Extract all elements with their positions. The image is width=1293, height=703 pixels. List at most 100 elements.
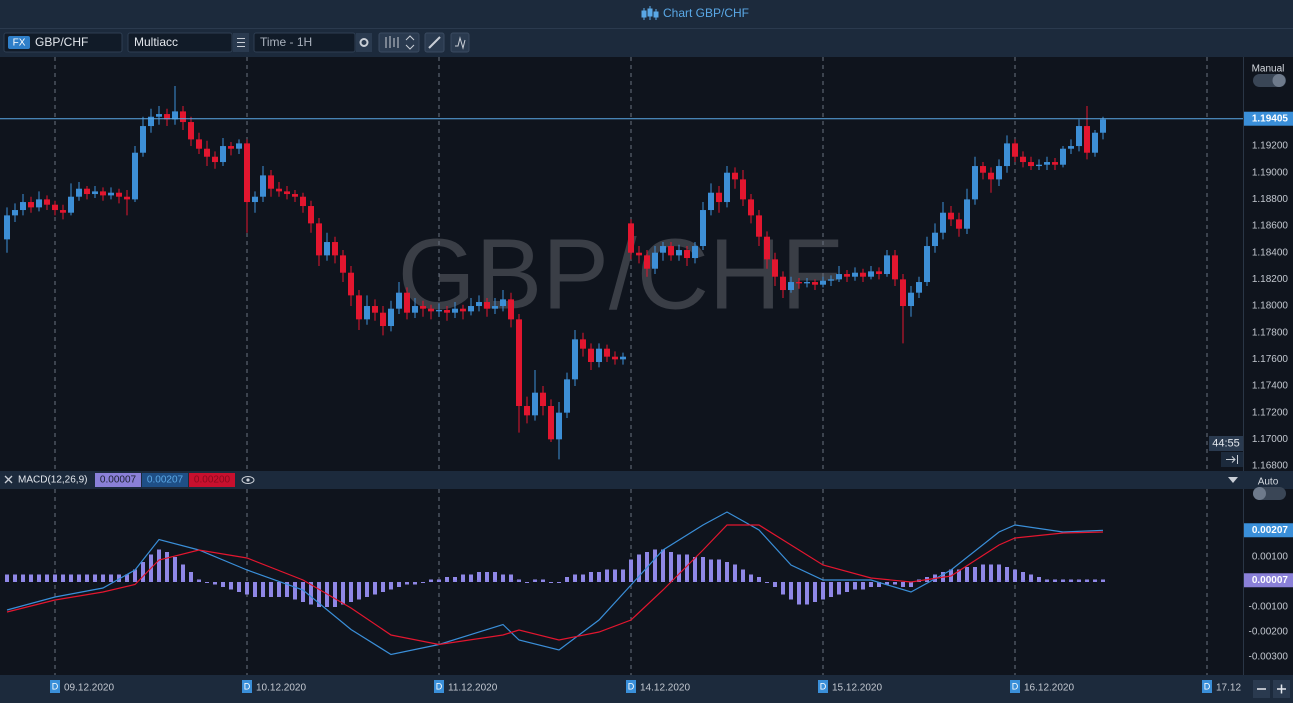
signal-chip — [189, 473, 235, 487]
candle-body — [132, 152, 138, 200]
candle-body — [860, 272, 866, 277]
candle-body — [700, 210, 706, 247]
histogram-bar — [261, 582, 265, 597]
candle-body — [692, 246, 698, 259]
histogram-bar — [973, 567, 977, 582]
list-button[interactable] — [233, 33, 249, 52]
histogram-bar — [829, 582, 833, 597]
scale-mode-toggle[interactable] — [1253, 74, 1286, 87]
histogram-bar — [877, 582, 881, 587]
x-tick-label: 16.12.2020 — [1024, 683, 1074, 694]
histogram-bar — [629, 559, 633, 582]
candle-body — [1060, 148, 1066, 165]
macd-chip — [142, 473, 188, 487]
y-tick-label: 1.18000 — [1252, 301, 1289, 312]
zoom-in-button[interactable] — [1273, 680, 1290, 698]
histogram-bar — [341, 582, 345, 605]
histogram-bar — [757, 577, 761, 582]
y-tick-label: 1.17600 — [1252, 354, 1289, 365]
zoom-out-button[interactable] — [1253, 680, 1270, 698]
candle-body — [580, 339, 586, 349]
histogram-bar — [637, 554, 641, 582]
timeframe-field[interactable] — [253, 32, 356, 53]
histogram-bar — [773, 582, 777, 587]
indicator-button[interactable] — [450, 32, 470, 53]
histogram-bar — [765, 582, 769, 583]
countdown: 44:55 — [1209, 436, 1243, 467]
histogram-bar — [541, 579, 545, 582]
histogram-bar — [1077, 579, 1081, 582]
histogram-bar — [85, 574, 89, 582]
candle-body — [1044, 162, 1050, 165]
candle-body — [1100, 119, 1106, 133]
candle-body — [284, 191, 290, 195]
draw-button[interactable] — [424, 32, 445, 53]
day-marker: D — [436, 681, 443, 691]
candle-body — [436, 310, 442, 312]
histogram-bar — [837, 582, 841, 595]
x-tick-label: 10.12.2020 — [256, 683, 306, 694]
chart-type-button[interactable] — [378, 32, 420, 53]
day-marker: D — [52, 681, 59, 691]
histogram-bar — [789, 582, 793, 600]
histogram-bar — [69, 574, 73, 582]
candle-body — [84, 188, 90, 195]
candle-body — [548, 406, 554, 440]
x-tick-label: 11.12.2020 — [448, 683, 498, 694]
histogram-bar — [277, 582, 281, 597]
time-axis — [0, 675, 1293, 703]
histogram-bar — [661, 549, 665, 582]
histogram-bar — [685, 554, 689, 582]
histogram-bar — [365, 582, 369, 597]
histogram-bar — [893, 582, 897, 585]
market-label: FX — [13, 38, 26, 49]
candle-body — [364, 306, 370, 320]
y-tick-label: 1.17200 — [1252, 407, 1289, 418]
candle-body — [796, 282, 802, 284]
candle-body — [540, 392, 546, 407]
candle-body — [460, 308, 466, 312]
candle-body — [164, 114, 170, 120]
day-marker: D — [1204, 681, 1211, 691]
histogram-bar — [213, 582, 217, 585]
histogram-bar — [909, 582, 913, 587]
close-indicator[interactable] — [4, 475, 13, 484]
candle-body — [1084, 126, 1090, 153]
histogram-bar — [21, 574, 25, 582]
histogram-bar — [1037, 577, 1041, 582]
histogram-bar — [1045, 579, 1049, 582]
histogram-bar — [485, 572, 489, 582]
y-tick-label: 1.17000 — [1252, 434, 1289, 445]
candle-body — [1036, 164, 1042, 167]
candle-body — [404, 292, 410, 313]
candle-body — [532, 392, 538, 416]
account-field[interactable] — [127, 32, 233, 53]
indicator-scale-toggle[interactable] — [1253, 487, 1286, 500]
histogram-bar — [853, 582, 857, 590]
y-tick-label: 1.19000 — [1252, 167, 1289, 178]
histogram-bar — [445, 577, 449, 582]
histogram-bar — [605, 569, 609, 582]
histogram-bar — [381, 582, 385, 592]
symbol-field[interactable] — [3, 32, 123, 53]
candle-body — [1020, 156, 1026, 163]
visibility-toggle[interactable] — [241, 476, 255, 484]
candle-body — [116, 192, 122, 197]
candle-body — [884, 255, 890, 275]
candle-body — [1052, 162, 1058, 165]
histogram-bar — [581, 574, 585, 582]
candle-body — [836, 274, 842, 280]
collapse-arrow[interactable] — [1228, 477, 1238, 483]
current-price-box — [1244, 111, 1293, 126]
y-tick-label: -0.00300 — [1249, 652, 1289, 663]
histogram-value-box — [1244, 573, 1293, 588]
histogram-bar — [781, 582, 785, 595]
candle-body — [868, 271, 874, 277]
candle-body — [572, 339, 578, 380]
histogram-bar — [413, 582, 417, 585]
histogram-chip — [95, 473, 141, 487]
histogram-bar — [997, 564, 1001, 582]
settings-button[interactable] — [356, 33, 372, 52]
histogram-bar — [469, 574, 473, 582]
candle-body — [524, 406, 530, 416]
